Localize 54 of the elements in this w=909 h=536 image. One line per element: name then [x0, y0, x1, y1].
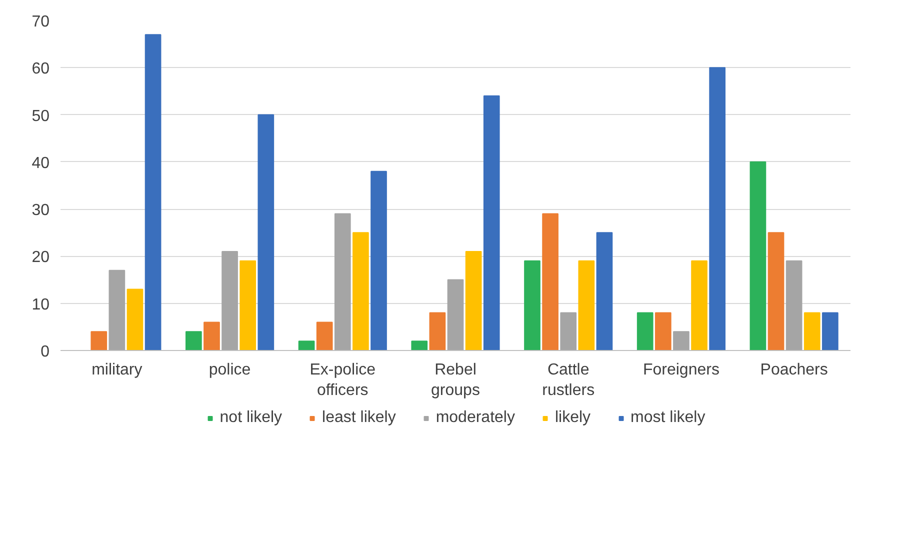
- bar: [334, 213, 351, 350]
- bar: [90, 331, 108, 350]
- y-tick-label: 20: [32, 249, 50, 266]
- legend-label: not likely: [220, 409, 282, 427]
- x-tick-label: Ex-police officers: [310, 362, 376, 399]
- x-tick-label: police: [208, 362, 251, 378]
- x-tick-label: Foreigners: [642, 362, 720, 378]
- bar: [370, 170, 387, 350]
- bar: [429, 312, 446, 350]
- bar: [822, 312, 838, 350]
- bar: [560, 312, 577, 350]
- bar: [222, 251, 238, 350]
- bar: [144, 34, 162, 350]
- y-tick-label: 30: [32, 202, 50, 220]
- y-tick-label: 10: [32, 296, 50, 314]
- legend-label: least likely: [322, 409, 396, 427]
- bar: [596, 232, 613, 350]
- bar: [542, 213, 558, 350]
- legend-label: likely: [554, 409, 591, 427]
- x-tick-label: Rebel groups: [431, 362, 480, 399]
- y-tick-label: 0: [40, 344, 50, 360]
- bar: [673, 331, 690, 350]
- x-tick-label: military: [92, 362, 142, 378]
- bar: [750, 161, 766, 350]
- bar: [240, 260, 256, 350]
- y-tick-label: 70: [32, 14, 50, 30]
- bar: [654, 312, 672, 350]
- legend-label: most likely: [630, 409, 706, 427]
- bar: [352, 232, 369, 350]
- y-tick-label: 50: [32, 108, 50, 125]
- bar: [185, 331, 202, 350]
- bar: [786, 260, 802, 350]
- bar: [709, 67, 726, 350]
- bar: [691, 260, 708, 350]
- bar: [447, 279, 464, 350]
- bar: [298, 340, 315, 350]
- y-tick-label: 60: [32, 60, 50, 78]
- bar: [258, 114, 274, 350]
- bar: [316, 322, 333, 350]
- bar: [804, 312, 820, 350]
- bar: [126, 288, 144, 350]
- bar: [108, 270, 126, 350]
- bar: [636, 312, 654, 350]
- x-tick-label: Cattle rustlers: [542, 362, 595, 399]
- bar: [411, 340, 428, 350]
- bar: [578, 260, 595, 350]
- bar: [524, 260, 540, 350]
- legend-label: moderately: [436, 409, 515, 427]
- bar: [465, 251, 482, 350]
- bar: [768, 232, 784, 350]
- bar: [204, 322, 220, 350]
- x-tick-label: Poachers: [760, 362, 828, 378]
- bar: [483, 95, 500, 350]
- y-tick-label: 40: [32, 154, 50, 172]
